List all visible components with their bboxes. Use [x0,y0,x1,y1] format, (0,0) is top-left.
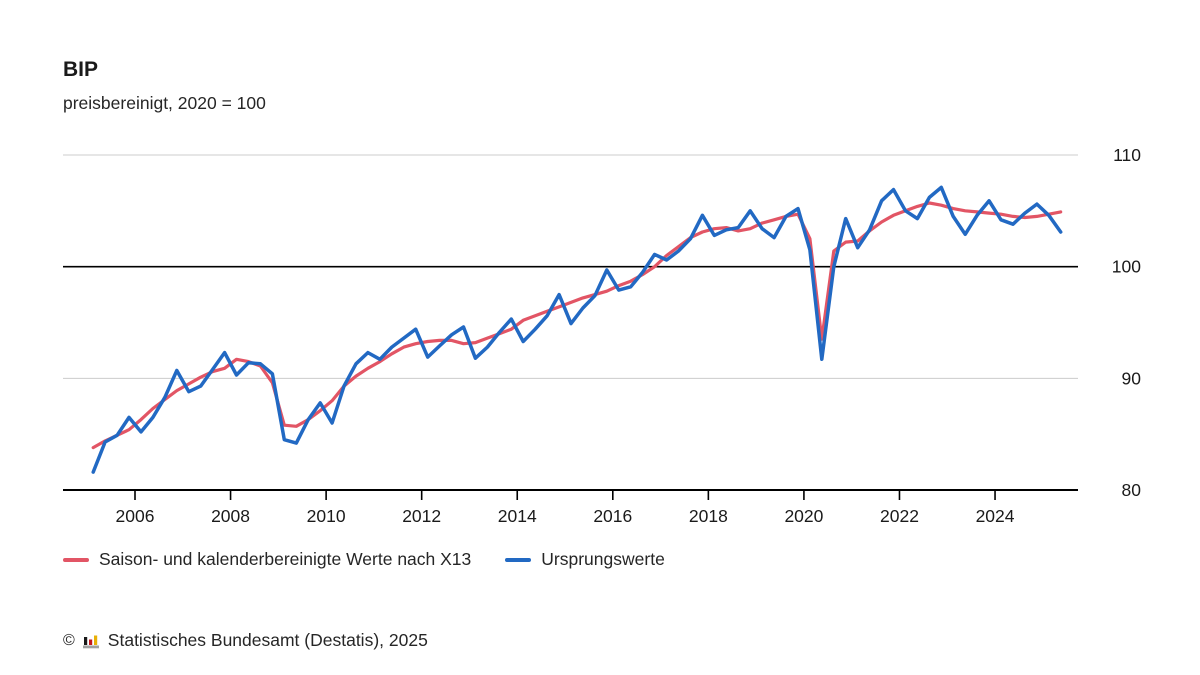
x-tick-label-2008: 2008 [211,506,250,526]
legend-label-adjusted: Saison- und kalenderbereinigte Werte nac… [99,549,472,569]
x-tick-label-2014: 2014 [498,506,537,526]
series-line-ursprungswerte [91,185,1063,474]
copyright-symbol: © [63,631,75,649]
y-tick-label-100: 100 [1112,257,1141,277]
x-tick-label-2016: 2016 [593,506,632,526]
source-text: Statistisches Bundesamt (Destatis), 2025 [107,630,428,650]
x-tick-label-2012: 2012 [402,506,441,526]
x-tick-label-2024: 2024 [976,506,1015,526]
x-tick-label-2006: 2006 [116,506,155,526]
y-tick-label-110: 110 [1113,145,1141,165]
chart-legend: Saison- und kalenderbereinigte Werte nac… [63,549,665,570]
legend-dash-blue [505,557,532,562]
page-subtitle: preisbereinigt, 2020 = 100 [63,93,266,113]
legend-dash-red [63,557,89,562]
legend-label-original: Ursprungswerte [541,549,665,569]
destatis-bar-chart-icon [82,635,99,649]
x-tick-label-2022: 2022 [880,506,919,526]
series-line-saison-adjusted [91,201,1063,450]
page-title: BIP [63,58,99,81]
x-tick-label-2018: 2018 [689,506,728,526]
legend-item-original: Ursprungswerte [505,549,665,570]
x-tick-label-2020: 2020 [784,506,823,526]
y-tick-label-90: 90 [1122,368,1142,388]
x-tick-label-2010: 2010 [307,506,346,526]
source-attribution: © Statistisches Bundesamt (Destatis), 20… [63,630,428,651]
legend-item-adjusted: Saison- und kalenderbereinigte Werte nac… [63,549,471,570]
y-tick-label-80: 80 [1122,480,1142,500]
